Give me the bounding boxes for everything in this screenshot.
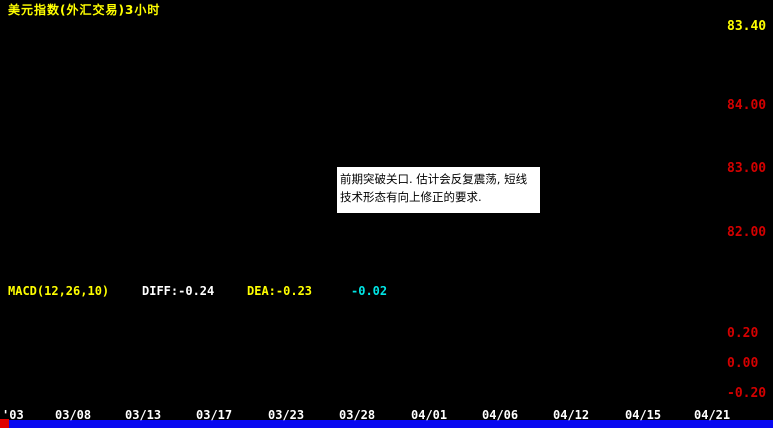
x-axis-date-label: '03 (2, 408, 24, 422)
bottom-scrollbar[interactable] (0, 420, 773, 428)
x-axis-date-label: 04/01 (411, 408, 448, 422)
x-axis-date-label: 04/12 (553, 408, 590, 422)
annotation-note[interactable]: 前期突破关口. 估计会反复震荡, 短线技术形态有向上修正的要求. (337, 167, 540, 213)
x-axis-date-label: 04/06 (482, 408, 519, 422)
macd-indicator-label[interactable]: MACD(12,26,10) (8, 284, 110, 298)
x-axis-date-label: 03/28 (339, 408, 376, 422)
x-axis-date-label: 04/15 (625, 408, 662, 422)
scrollbar-left-cap[interactable] (0, 419, 9, 428)
x-axis-date-label: 03/17 (196, 408, 233, 422)
macd-hist-value: -0.02 (351, 284, 388, 298)
chart-title: 美元指数(外汇交易)3小时 (8, 3, 161, 17)
macd-gridline-label: -0.20 (727, 386, 767, 401)
macd-gridline-label: 0.00 (727, 356, 759, 371)
x-axis-date-label: 03/08 (55, 408, 92, 422)
price-label-current: 83.40 (727, 19, 767, 34)
macd-diff-value: DIFF:-0.24 (142, 284, 215, 298)
macd-dea-value: DEA:-0.23 (247, 284, 313, 298)
macd-gridline-label: 0.20 (727, 326, 759, 341)
x-axis-date-label: 03/13 (125, 408, 162, 422)
price-gridline-label: 84.00 (727, 98, 767, 113)
x-axis-date-label: 04/21 (694, 408, 731, 422)
price-gridline-label: 83.00 (727, 161, 767, 176)
price-gridline-label: 82.00 (727, 225, 767, 240)
x-axis-date-label: 03/23 (268, 408, 305, 422)
